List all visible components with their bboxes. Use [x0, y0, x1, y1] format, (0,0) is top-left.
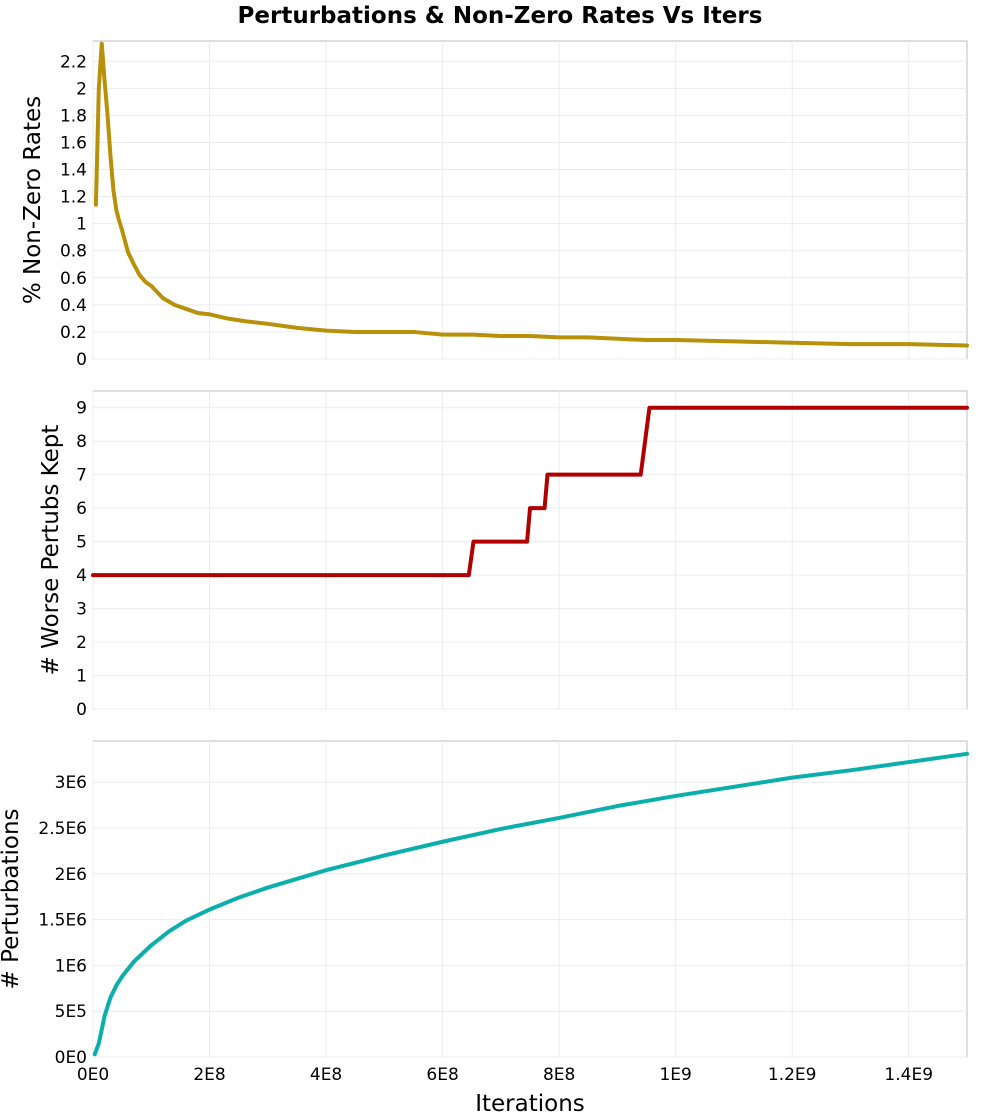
y-tick-label: 3E6 [55, 773, 87, 793]
y-tick-label: 0E0 [55, 1048, 87, 1068]
y-tick-label: 1.6 [60, 133, 87, 153]
x-tick-label: 8E8 [543, 1065, 575, 1085]
y-tick-label: 2 [76, 633, 87, 653]
x-tick-label: 1.4E9 [884, 1065, 933, 1085]
panel-2: 0 1 2 3 4 5 6 7 8 9 # Worse Pertubs Kept [38, 390, 969, 720]
plot-area [92, 40, 968, 360]
series-line-non-zero-rates [93, 41, 969, 348]
y-tick-label: 1.2 [60, 188, 87, 208]
y-tick-label: 5 [76, 533, 87, 553]
x-tick-label: 1E9 [659, 1065, 691, 1085]
y-tick-label: 5E5 [55, 1002, 87, 1022]
panel-1: 0 0.2 0.4 0.6 0.8 1 1.2 1.4 1.6 1.8 2 2.2 % Non-Zero… [20, 40, 969, 370]
y-tick-label: 1.5E6 [38, 911, 87, 931]
series-line-worse-pertubs-kept [91, 405, 969, 578]
x-tick-label: 6E8 [426, 1065, 458, 1085]
y-tick-label: 0 [76, 350, 87, 370]
y-tick-label: 4 [76, 566, 87, 586]
y-tick-label: 8 [76, 432, 87, 452]
plot-area [92, 740, 968, 1058]
chart-title: Perturbations & Non-Zero Rates Vs Iters [238, 3, 763, 29]
y-axis-label: % Non-Zero Rates [20, 96, 46, 304]
y-axis-label: # Perturbations [0, 808, 24, 989]
x-tick-label: 2E8 [193, 1065, 225, 1085]
y-axis-label: # Worse Pertubs Kept [38, 425, 64, 676]
series-line-perturbations [92, 751, 969, 1057]
y-tick-label: 0.2 [60, 323, 87, 343]
y-tick-label: 0.6 [60, 269, 87, 289]
plot-area [92, 390, 968, 710]
y-tick-label: 2.2 [60, 52, 87, 72]
y-tick-label: 9 [76, 399, 87, 419]
y-tick-label: 7 [76, 466, 87, 486]
y-tick-label: 3 [76, 600, 87, 620]
chart-panels: 0 0.2 0.4 0.6 0.8 1 1.2 1.4 1.6 1.8 2 2.2 % Non-Zero… [0, 40, 969, 1085]
y-tick-label: 0.8 [60, 242, 87, 262]
panel-3: 0E0 5E5 1E6 1.5E6 2E6 2.5E6 3E6 # Perturbations… [0, 740, 969, 1085]
y-tick-label: 0 [76, 700, 87, 720]
y-tick-label: 1E6 [55, 956, 87, 976]
y-tick-label: 0.4 [60, 296, 87, 316]
x-tick-label: 4E8 [310, 1065, 342, 1085]
y-tick-label: 1.4 [60, 161, 87, 181]
y-tick-label: 2 [76, 79, 87, 99]
y-tick-label: 2.5E6 [38, 819, 87, 839]
y-tick-label: 1 [76, 215, 87, 235]
x-axis-label: Iterations [475, 1091, 585, 1117]
x-tick-label: 1.2E9 [768, 1065, 817, 1085]
y-tick-label: 1 [76, 667, 87, 687]
x-tick-label: 0E0 [77, 1065, 109, 1085]
y-tick-label: 1.8 [60, 106, 87, 126]
y-tick-label: 2E6 [55, 865, 87, 885]
y-tick-label: 6 [76, 499, 87, 519]
